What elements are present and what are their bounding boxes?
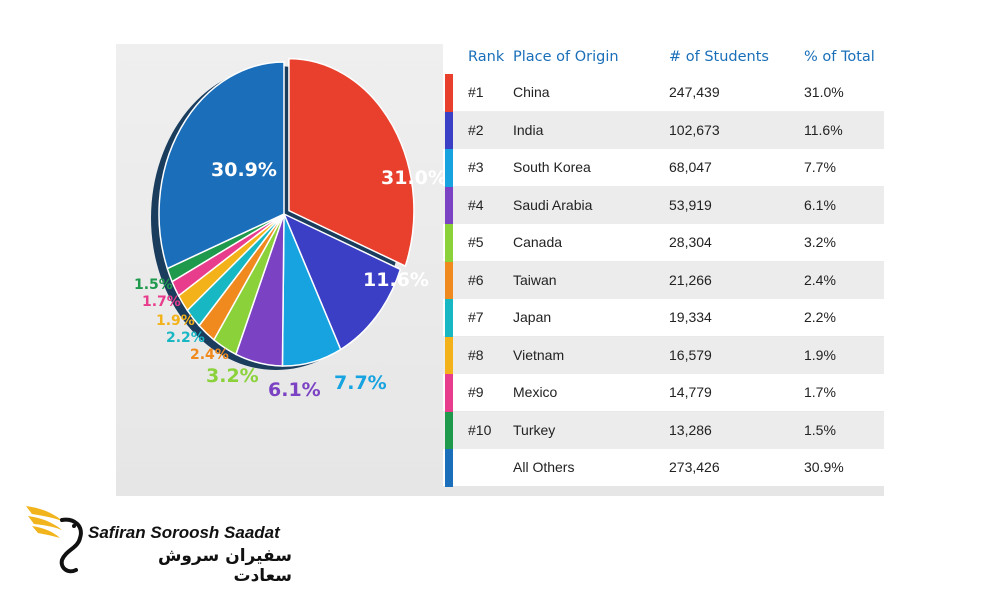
table-row: #10 Turkey 13,286 1.5% [443, 411, 884, 449]
cell-pct: 2.4% [804, 271, 836, 288]
cell-students: 53,919 [669, 196, 712, 213]
logo-name-fa: سفیران سروش سعادت [157, 546, 292, 586]
cell-rank: #2 [468, 121, 484, 138]
row-color-bar [445, 149, 453, 187]
cell-rank: #6 [468, 271, 484, 288]
cell-students: 68,047 [669, 159, 712, 175]
logo-name-en: Safiran Soroosh Saadat [88, 523, 280, 542]
row-color-bar [445, 261, 453, 299]
students-table: Rank Place of Origin # of Students % of … [443, 44, 884, 496]
cell-pct: 6.1% [804, 196, 836, 213]
cell-place: Mexico [513, 384, 558, 400]
cell-pct: 7.7% [804, 159, 836, 175]
cell-pct: 2.2% [804, 309, 836, 325]
pie-slice-all-others [158, 61, 285, 270]
cell-rank: #10 [468, 421, 492, 438]
cell-students: 273,426 [669, 459, 720, 475]
cell-students: 14,779 [669, 384, 712, 400]
cell-place: All Others [513, 459, 575, 475]
table-row: #2 India 102,673 11.6% [443, 111, 884, 149]
chart-panel: 31.0% 11.6% 7.7% 6.1% 3.2% 2.4% 2.2% 1.9% 1.7% 1.… [116, 44, 884, 496]
cell-rank: #3 [468, 159, 484, 175]
pie-chart: 31.0% 11.6% 7.7% 6.1% 3.2% 2.4%2.2%1.9% 1.7%1.… [134, 57, 446, 401]
cell-pct: 1.9% [804, 346, 836, 363]
cell-students: 102,673 [669, 121, 720, 138]
pie-label: 2.2% [166, 330, 205, 346]
cell-place: Canada [513, 234, 563, 250]
pie-label: 1.7% [142, 294, 181, 310]
cell-pct: 11.6% [804, 121, 843, 138]
cell-pct: 1.7% [804, 384, 836, 400]
pie-label: 1.9% [156, 313, 195, 329]
cell-rank: #7 [468, 309, 484, 325]
row-color-bar [445, 449, 453, 487]
cell-place: South Korea [513, 159, 591, 175]
header-students: # of Students [669, 49, 769, 65]
row-color-bar [445, 111, 453, 149]
pie-label: 6.1% [268, 379, 321, 401]
pie-label: 3.2% [206, 365, 259, 387]
pie-slice-china [288, 57, 415, 268]
pie-slice-india [282, 212, 402, 351]
cell-students: 21,266 [669, 271, 712, 288]
table-row: #6 Taiwan 21,266 2.4% [443, 261, 884, 299]
pie-label: 2.4% [190, 347, 229, 363]
cell-place: India [513, 121, 544, 138]
row-color-bar [445, 374, 453, 412]
cell-students: 247,439 [669, 84, 720, 100]
row-color-bar [445, 336, 453, 374]
table-row: #8 Vietnam 16,579 1.9% [443, 336, 884, 374]
table-row: All Others 273,426 30.9% [443, 449, 884, 487]
row-color-bar [445, 224, 453, 262]
table-row: #3 South Korea 68,047 7.7% [443, 149, 884, 187]
cell-pct: 1.5% [804, 421, 836, 438]
pie-label: 30.9% [211, 159, 277, 181]
cell-place: Turkey [513, 421, 556, 438]
row-color-bar [445, 186, 453, 224]
row-color-bar [445, 411, 453, 449]
table-row: #5 Canada 28,304 3.2% [443, 224, 884, 262]
cell-rank: #9 [468, 384, 484, 400]
table-row: #1 China 247,439 31.0% [443, 74, 884, 112]
pie-label: 31.0% [381, 167, 446, 189]
cell-pct: 30.9% [804, 459, 844, 475]
cell-students: 13,286 [669, 421, 712, 438]
cell-place: Vietnam [513, 346, 565, 363]
header-place: Place of Origin [513, 49, 619, 65]
cell-place: China [513, 84, 550, 100]
cell-pct: 3.2% [804, 234, 836, 250]
cell-students: 19,334 [669, 309, 712, 325]
table-header: Rank Place of Origin # of Students % of … [443, 44, 884, 74]
pie-label: 7.7% [334, 372, 387, 394]
cell-rank: #1 [468, 84, 484, 100]
row-color-bar [445, 299, 453, 337]
table-row: #7 Japan 19,334 2.2% [443, 299, 884, 337]
cell-rank: #4 [468, 196, 484, 213]
pie-label: 1.5% [134, 277, 173, 293]
cell-students: 28,304 [669, 234, 712, 250]
table-row: #9 Mexico 14,779 1.7% [443, 374, 884, 412]
header-pct: % of Total [804, 49, 875, 65]
cell-rank: #5 [468, 234, 484, 250]
cell-place: Japan [513, 309, 552, 325]
phoenix-logo-icon [26, 506, 83, 574]
cell-place: Saudi Arabia [513, 196, 593, 213]
cell-pct: 31.0% [804, 84, 844, 100]
logo: Safiran Soroosh Saadat سفیران سروش سعادت [22, 498, 292, 586]
table-row: #4 Saudi Arabia 53,919 6.1% [443, 186, 884, 224]
cell-rank: #8 [468, 346, 484, 363]
header-rank: Rank [468, 49, 505, 65]
row-color-bar [445, 74, 453, 112]
cell-place: Taiwan [513, 271, 557, 288]
pie-label: 11.6% [363, 269, 429, 291]
cell-students: 16,579 [669, 346, 712, 363]
